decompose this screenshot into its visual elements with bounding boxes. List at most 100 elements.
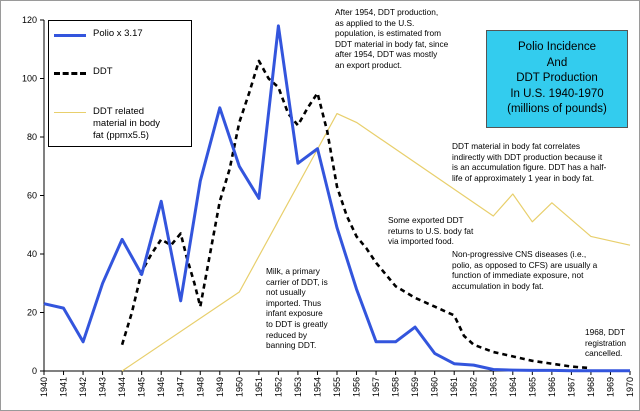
y-tick-label: 60 bbox=[27, 191, 37, 201]
chart-title-line: And bbox=[546, 56, 568, 69]
annotation-line: indirectly with DDT production because i… bbox=[452, 151, 603, 162]
data-point bbox=[229, 169, 230, 170]
data-point bbox=[209, 253, 210, 254]
data-point bbox=[122, 239, 123, 240]
x-tick-label: 1958 bbox=[391, 377, 401, 397]
data-point bbox=[239, 122, 240, 123]
data-point bbox=[532, 370, 533, 371]
data-point bbox=[376, 341, 377, 342]
chart-legend: Polio x 3.17 DDT DDT related material in bo… bbox=[48, 20, 192, 147]
chart-title-box: Polio Incidence And DDT Production In U.S. … bbox=[486, 30, 628, 128]
x-tick-label: 1962 bbox=[469, 377, 479, 397]
data-point bbox=[278, 25, 279, 26]
data-point bbox=[161, 201, 162, 202]
legend-label-line: fat (ppmx5.5) bbox=[93, 130, 149, 141]
y-tick-label: 20 bbox=[27, 308, 37, 318]
data-point bbox=[336, 113, 337, 114]
data-point bbox=[463, 335, 464, 336]
x-tick-label: 1944 bbox=[117, 377, 127, 397]
data-point bbox=[122, 370, 123, 371]
annotation-line: to DDT is greatly bbox=[266, 318, 328, 329]
legend-label-line: material in body bbox=[93, 118, 161, 129]
annotation-1968-ban: 1968, DDT registration cancelled. bbox=[585, 327, 640, 359]
data-point bbox=[194, 283, 195, 284]
data-point bbox=[102, 283, 103, 284]
x-tick-label: 1940 bbox=[39, 377, 49, 397]
annotation-line: infant exposure bbox=[266, 308, 323, 319]
data-point bbox=[327, 131, 328, 132]
data-point bbox=[258, 198, 259, 199]
x-tick-label: 1969 bbox=[605, 377, 615, 397]
x-tick-label: 1943 bbox=[98, 377, 108, 397]
annotation-cns-diseases: Non-progressive CNS diseases (i.e., polio… bbox=[452, 249, 632, 291]
x-tick-label: 1949 bbox=[215, 377, 225, 397]
data-point bbox=[590, 370, 591, 371]
data-point bbox=[415, 297, 416, 298]
x-tick-label: 1960 bbox=[430, 377, 440, 397]
annotation-line: accumulation in body fat. bbox=[452, 280, 544, 291]
annotation-line: carrier of DDT, is bbox=[266, 276, 328, 287]
annotation-line: returns to U.S. body fat bbox=[388, 225, 474, 236]
annotation-line: cancelled. bbox=[585, 348, 623, 359]
data-point bbox=[395, 341, 396, 342]
data-point bbox=[336, 227, 337, 228]
x-tick-label: 1963 bbox=[488, 377, 498, 397]
x-tick-label: 1946 bbox=[156, 377, 166, 397]
data-point bbox=[83, 341, 84, 342]
data-point bbox=[297, 125, 298, 126]
data-point bbox=[180, 233, 181, 234]
x-tick-label: 1955 bbox=[332, 377, 342, 397]
data-point bbox=[317, 148, 318, 149]
annotation-line: DDT material in body fat, since bbox=[335, 38, 449, 49]
annotation-line: not usually bbox=[266, 287, 306, 298]
annotation-after-1954: After 1954, DDT production, as applied to… bbox=[335, 7, 465, 71]
data-point bbox=[288, 113, 289, 114]
data-point bbox=[219, 107, 220, 108]
data-point bbox=[493, 351, 494, 352]
data-point bbox=[307, 107, 308, 108]
data-point bbox=[268, 78, 269, 79]
annotation-line: as applied to the U.S. bbox=[335, 17, 415, 28]
chart-title-line: (millions of pounds) bbox=[507, 103, 607, 116]
data-point bbox=[415, 327, 416, 328]
data-point bbox=[63, 308, 64, 309]
annotation-line: registration bbox=[585, 337, 627, 348]
data-point bbox=[219, 201, 220, 202]
x-tick-label: 1948 bbox=[195, 377, 205, 397]
data-point bbox=[161, 239, 162, 240]
data-point bbox=[551, 370, 552, 371]
annotation-line: life of approximately 1 year in body fat… bbox=[452, 172, 595, 183]
x-tick-label: 1968 bbox=[586, 377, 596, 397]
annotation-line: 1968, DDT bbox=[585, 327, 626, 337]
annotation-line: Non-progressive CNS diseases (i.e., bbox=[452, 249, 587, 259]
data-point bbox=[610, 370, 611, 371]
legend-swatch bbox=[54, 112, 86, 113]
data-point bbox=[532, 360, 533, 361]
data-point bbox=[571, 370, 572, 371]
data-point bbox=[376, 262, 377, 263]
data-point bbox=[366, 248, 367, 249]
x-tick-label: 1967 bbox=[566, 377, 576, 397]
x-tick-label: 1945 bbox=[137, 377, 147, 397]
data-point bbox=[200, 306, 201, 307]
data-point bbox=[356, 289, 357, 290]
annotation-exported-ddt: Some exported DDT returns to U.S. body fa… bbox=[388, 215, 498, 247]
legend-label-line: DDT bbox=[93, 66, 113, 77]
annotation-line: Milk, a primary bbox=[266, 266, 320, 276]
data-point bbox=[473, 365, 474, 366]
annotation-line: after 1954, DDT was mostly bbox=[335, 49, 438, 60]
annotation-line: polio, as opposed to CFS) are usually a bbox=[452, 259, 598, 270]
data-point bbox=[249, 93, 250, 94]
annotation-line: DDT material in body fat correlates bbox=[452, 141, 581, 151]
data-point bbox=[512, 193, 513, 194]
y-tick-label: 120 bbox=[22, 15, 37, 25]
data-point bbox=[317, 93, 318, 94]
data-point bbox=[346, 215, 347, 216]
data-point bbox=[43, 303, 44, 304]
data-point bbox=[239, 291, 240, 292]
chart-series-layer bbox=[43, 24, 631, 373]
y-tick-label: 100 bbox=[22, 74, 37, 84]
annotation-line: via imported food. bbox=[388, 236, 454, 247]
data-point bbox=[141, 274, 142, 275]
